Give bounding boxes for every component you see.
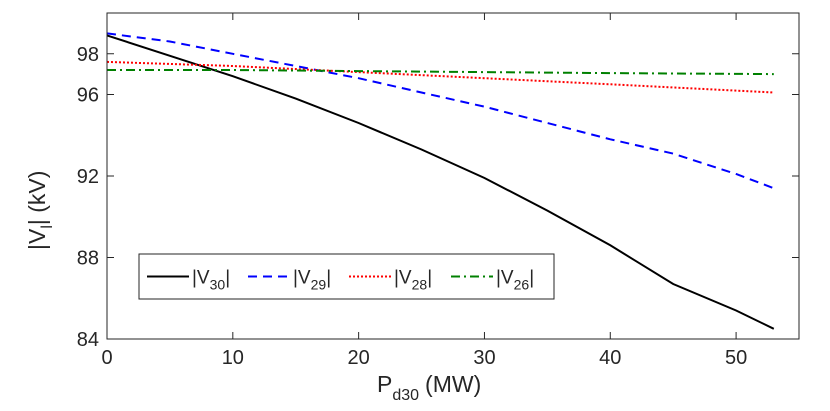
- y-tick-label: 96: [77, 85, 99, 107]
- x-tick-label: 10: [222, 347, 244, 369]
- svg-text:|Vl| (kV): |Vl| (kV): [24, 171, 56, 250]
- svg-text:Pd30(MW): Pd30 (MW): [377, 371, 481, 404]
- x-tick-label: 40: [599, 347, 621, 369]
- x-tick-label: 30: [473, 347, 495, 369]
- y-axis-label: |Vl| (kV): [24, 171, 56, 250]
- series-line-28: [106, 60, 774, 94]
- legend-label-30: |V30|: [192, 268, 230, 293]
- legend-label-26: |V26|: [496, 268, 534, 293]
- x-axis-label: Pd30 (MW): [377, 371, 481, 404]
- x-tick-label: 50: [725, 347, 747, 369]
- legend-label-28: |V28|: [394, 268, 432, 293]
- axes-layer: 0 10 20 30 40 50 84 88 92 96 98: [77, 12, 800, 369]
- x-axis-label-sub: d30: [392, 387, 419, 404]
- y-tick-label: 98: [77, 44, 99, 66]
- series-line-29: [106, 32, 775, 190]
- series-layer: [106, 32, 775, 330]
- x-axis-label-unit: (MW): [425, 371, 481, 397]
- x-tick-label: 20: [348, 347, 370, 369]
- series-line-30: [106, 34, 775, 330]
- y-tick-label: 92: [77, 166, 99, 188]
- x-tick-label: 0: [101, 347, 112, 369]
- y-tick-label: 84: [77, 329, 99, 351]
- y-tick-label: 88: [77, 248, 99, 270]
- legend: |V30| |V29| |V28| |V26|: [138, 253, 555, 300]
- y-axis-label-sub: l: [39, 225, 56, 229]
- legend-label-29: |V29|: [293, 268, 331, 293]
- y-axis-label-main: |V: [24, 228, 50, 250]
- x-axis-label-main: P: [377, 371, 392, 397]
- y-axis-label-unit: | (kV): [24, 171, 50, 226]
